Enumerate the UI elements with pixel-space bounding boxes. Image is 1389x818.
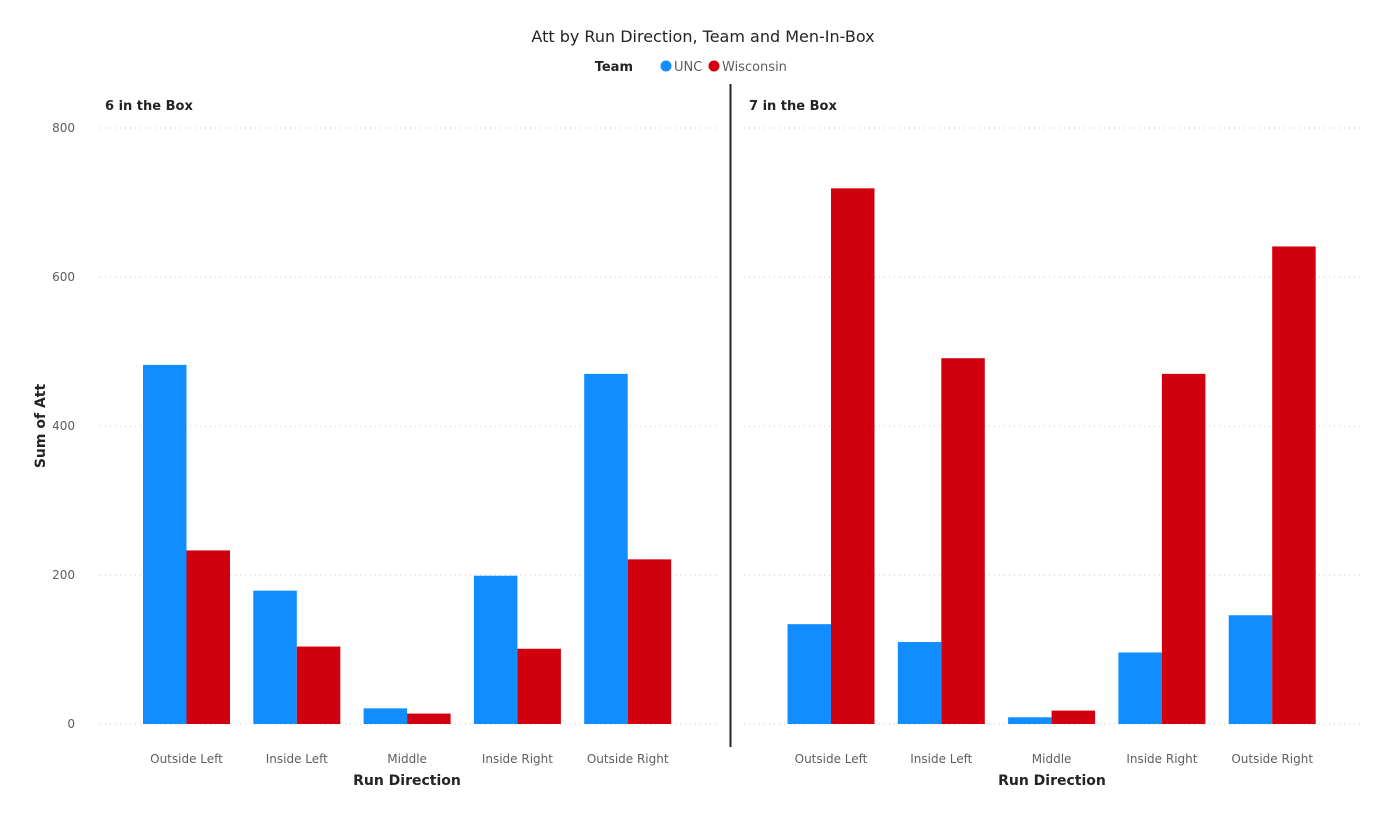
- bar-6-in-the-box-unc-middle: [363, 708, 408, 724]
- x-tick-7-in-the-box-outside-right: Outside Right: [1231, 752, 1313, 766]
- legend-swatch-wisconsin: [708, 60, 720, 72]
- panel-title-6-in-box: 6 in the Box: [105, 99, 193, 114]
- x-tick-7-in-the-box-outside-left: Outside Left: [795, 752, 868, 766]
- x-tick-6-in-the-box-middle: Middle: [387, 752, 427, 766]
- legend-label-unc: UNC: [674, 60, 702, 75]
- y-axis-label: Sum of Att: [33, 384, 49, 469]
- bar-6-in-the-box-unc-outside-right: [584, 373, 628, 724]
- bar-6-in-the-box-unc-outside-left: [143, 364, 187, 724]
- bar-6-in-the-box-wisconsin-inside-right: [517, 648, 561, 724]
- bar-6-in-the-box-wisconsin-outside-left: [186, 550, 230, 724]
- legend[interactable]: Team UNC Wisconsin: [595, 60, 787, 75]
- bar-7-in-the-box-unc-inside-left: [897, 642, 942, 724]
- x-axis-ticks: Outside Left Inside Left Middle Inside Righ…: [150, 752, 1313, 766]
- bar-7-in-the-box-wisconsin-middle: [1051, 710, 1096, 724]
- bar-7-in-the-box-wisconsin-outside-right: [1272, 246, 1316, 724]
- bar-6-in-the-box-wisconsin-inside-left: [296, 646, 341, 724]
- x-axis-label-left: Run Direction: [353, 773, 461, 789]
- y-axis-ticks: 0 200 400 600 800: [52, 121, 75, 731]
- y-tick-400: 400: [52, 419, 75, 433]
- x-axis-label-right: Run Direction: [998, 773, 1106, 789]
- x-tick-7-in-the-box-middle: Middle: [1032, 752, 1072, 766]
- bar-7-in-the-box-unc-outside-left: [787, 624, 831, 724]
- bar-7-in-the-box-unc-outside-right: [1228, 615, 1273, 724]
- y-tick-800: 800: [52, 121, 75, 135]
- bar-7-in-the-box-unc-middle: [1008, 717, 1052, 724]
- y-tick-200: 200: [52, 568, 75, 582]
- x-tick-6-in-the-box-outside-left: Outside Left: [150, 752, 223, 766]
- bars: [143, 188, 1316, 725]
- y-tick-600: 600: [52, 270, 75, 284]
- x-tick-6-in-the-box-outside-right: Outside Right: [587, 752, 669, 766]
- x-tick-6-in-the-box-inside-left: Inside Left: [266, 752, 328, 766]
- bar-6-in-the-box-unc-inside-left: [253, 590, 297, 724]
- legend-label-wisconsin: Wisconsin: [722, 60, 787, 75]
- bar-6-in-the-box-unc-inside-right: [473, 575, 518, 724]
- chart-title: Att by Run Direction, Team and Men-In-Bo…: [531, 27, 874, 46]
- bar-7-in-the-box-wisconsin-outside-left: [831, 188, 875, 725]
- x-tick-7-in-the-box-inside-left: Inside Left: [910, 752, 972, 766]
- bar-6-in-the-box-wisconsin-outside-right: [627, 559, 672, 724]
- bar-7-in-the-box-wisconsin-inside-right: [1161, 373, 1206, 724]
- legend-swatch-unc: [660, 60, 672, 72]
- bar-6-in-the-box-wisconsin-middle: [407, 713, 451, 724]
- bar-7-in-the-box-unc-inside-right: [1118, 652, 1162, 724]
- x-tick-6-in-the-box-inside-right: Inside Right: [482, 752, 553, 766]
- x-tick-7-in-the-box-inside-right: Inside Right: [1126, 752, 1197, 766]
- y-tick-0: 0: [67, 717, 75, 731]
- bar-7-in-the-box-wisconsin-inside-left: [941, 358, 985, 724]
- panel-title-7-in-box: 7 in the Box: [749, 99, 837, 114]
- legend-title: Team: [595, 60, 633, 75]
